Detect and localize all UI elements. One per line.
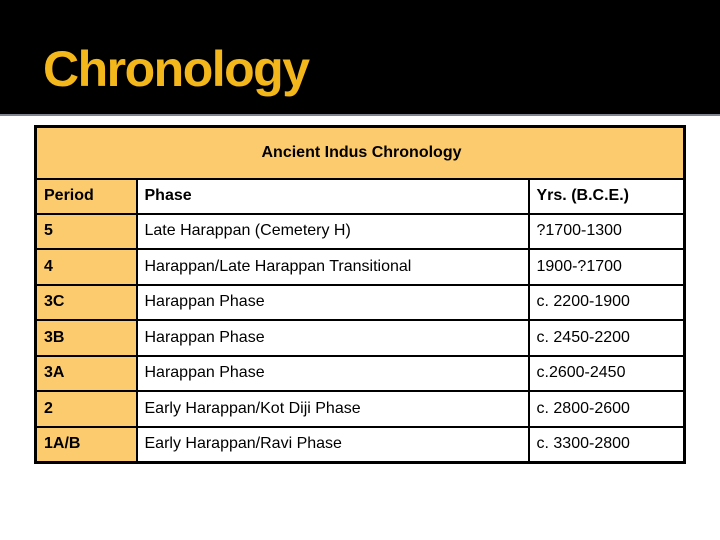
table-title-row: Ancient Indus Chronology [34,125,686,180]
phase-cell: Late Harappan (Cemetery H) [135,212,530,250]
slide-title: Chronology [43,41,310,97]
period-cell: 3A [34,354,138,392]
table-row: 3B Harappan Phase c. 2450-2200 [34,319,686,357]
phase-cell: Harappan Phase [135,354,530,392]
yrs-cell: c. 2450-2200 [527,319,686,357]
phase-cell: Early Harappan/Ravi Phase [135,425,530,463]
table-row: 3C Harappan Phase c. 2200-1900 [34,283,686,321]
yrs-cell: ?1700-1300 [527,212,686,250]
period-cell: 4 [34,248,138,286]
slide-header-bar: Chronology [0,0,720,114]
chronology-table: Ancient Indus Chronology Period Phase Yr… [34,125,687,464]
header-divider [0,114,720,116]
table-header-row: Period Phase Yrs. (B.C.E.) [34,177,686,215]
period-cell: 5 [34,212,138,250]
yrs-cell: c.2600-2450 [527,354,686,392]
table-row: 5 Late Harappan (Cemetery H) ?1700-1300 [34,212,686,250]
column-header-phase: Phase [135,177,530,215]
table-row: 4 Harappan/Late Harappan Transitional 19… [34,248,686,286]
column-header-yrs: Yrs. (B.C.E.) [527,177,686,215]
period-cell: 1A/B [34,425,138,463]
phase-cell: Harappan Phase [135,283,530,321]
yrs-cell: c. 3300-2800 [527,425,686,463]
yrs-cell: 1900-?1700 [527,248,686,286]
period-cell: 3C [34,283,138,321]
yrs-cell: c. 2800-2600 [527,390,686,428]
table-title: Ancient Indus Chronology [34,125,686,180]
period-cell: 3B [34,319,138,357]
period-cell: 2 [34,390,138,428]
table-row: 2 Early Harappan/Kot Diji Phase c. 2800-… [34,390,686,428]
phase-cell: Harappan Phase [135,319,530,357]
table-row: 1A/B Early Harappan/Ravi Phase c. 3300-2… [34,425,686,463]
yrs-cell: c. 2200-1900 [527,283,686,321]
phase-cell: Early Harappan/Kot Diji Phase [135,390,530,428]
phase-cell: Harappan/Late Harappan Transitional [135,248,530,286]
table-row: 3A Harappan Phase c.2600-2450 [34,354,686,392]
column-header-period: Period [34,177,138,215]
